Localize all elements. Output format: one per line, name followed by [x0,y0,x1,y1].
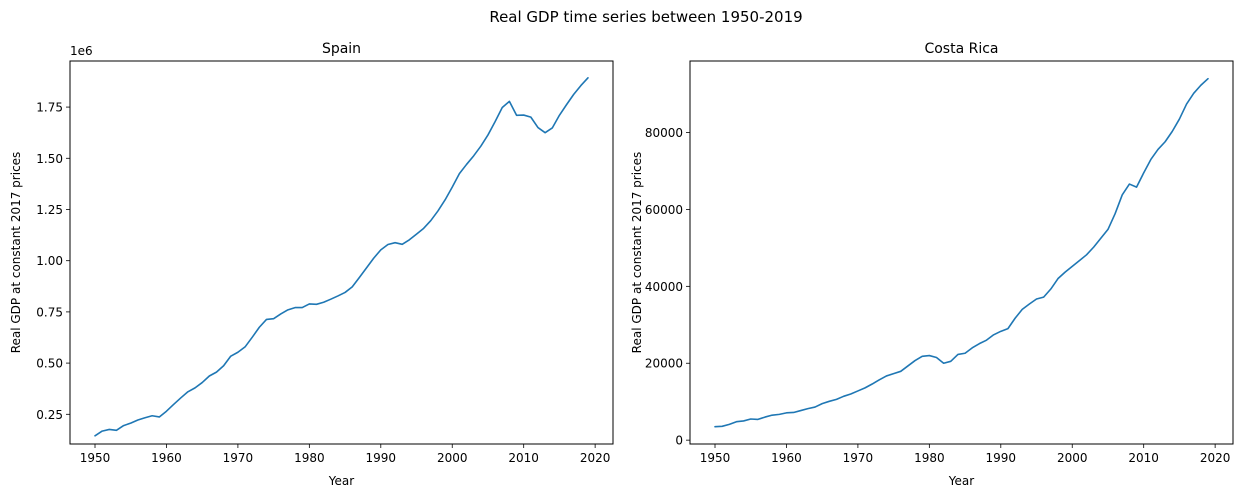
x-tick-label: 2010 [508,451,539,465]
y-tick-label: 60000 [645,203,683,217]
y-offset-label: 1e6 [70,44,93,58]
x-tick-label: 1970 [843,451,874,465]
axes-frame [69,60,614,445]
x-tick-label: 2000 [437,451,468,465]
y-tick-label: 1.25 [36,203,63,217]
chart-costa-rica: Costa Rica 1950 1960 1970 1980 1990 2000 2010 20… [630,41,1234,488]
x-tick-label: 1990 [366,451,397,465]
y-tick-label: 0.25 [36,408,63,422]
y-tick-label: 1.00 [36,254,63,268]
x-tick-label: 1970 [223,451,254,465]
axes-frame [689,60,1234,445]
x-axis-label: Year [948,474,974,488]
x-tick-label: 1990 [986,451,1017,465]
y-axis-label: Real GDP at constant 2017 prices [630,152,644,354]
y-tick-label: 0.75 [36,305,63,319]
x-axis-label: Year [328,474,354,488]
x-tick-label: 2020 [580,451,611,465]
x-tick-label: 2020 [1200,451,1231,465]
y-tick-label: 40000 [645,280,683,294]
y-tick-label: 80000 [645,126,683,140]
y-tick-label: 1.50 [36,152,63,166]
y-tick-label: 0.50 [36,357,63,371]
x-tick-label: 1980 [294,451,325,465]
x-tick-label: 1950 [80,451,111,465]
chart-title: Costa Rica [924,41,998,57]
x-tick-label: 1960 [151,451,182,465]
y-tick-label: 20000 [645,357,683,371]
chart-title: Spain [322,41,361,57]
x-tick-label: 1960 [771,451,802,465]
chart-spain: Spain 1950 1960 1970 1980 1990 2000 2010 2020 0.2… [9,41,614,488]
x-tick-label: 1980 [914,451,945,465]
y-axis-label: Real GDP at constant 2017 prices [9,152,23,354]
y-tick-label: 0 [675,434,683,448]
series-line [714,77,1209,428]
y-tick-label: 1.75 [36,101,63,115]
figure-suptitle: Real GDP time series between 1950-2019 [489,8,802,26]
x-tick-label: 2000 [1057,451,1088,465]
series-line [94,76,589,437]
x-tick-label: 1950 [700,451,731,465]
x-tick-label: 2010 [1128,451,1159,465]
